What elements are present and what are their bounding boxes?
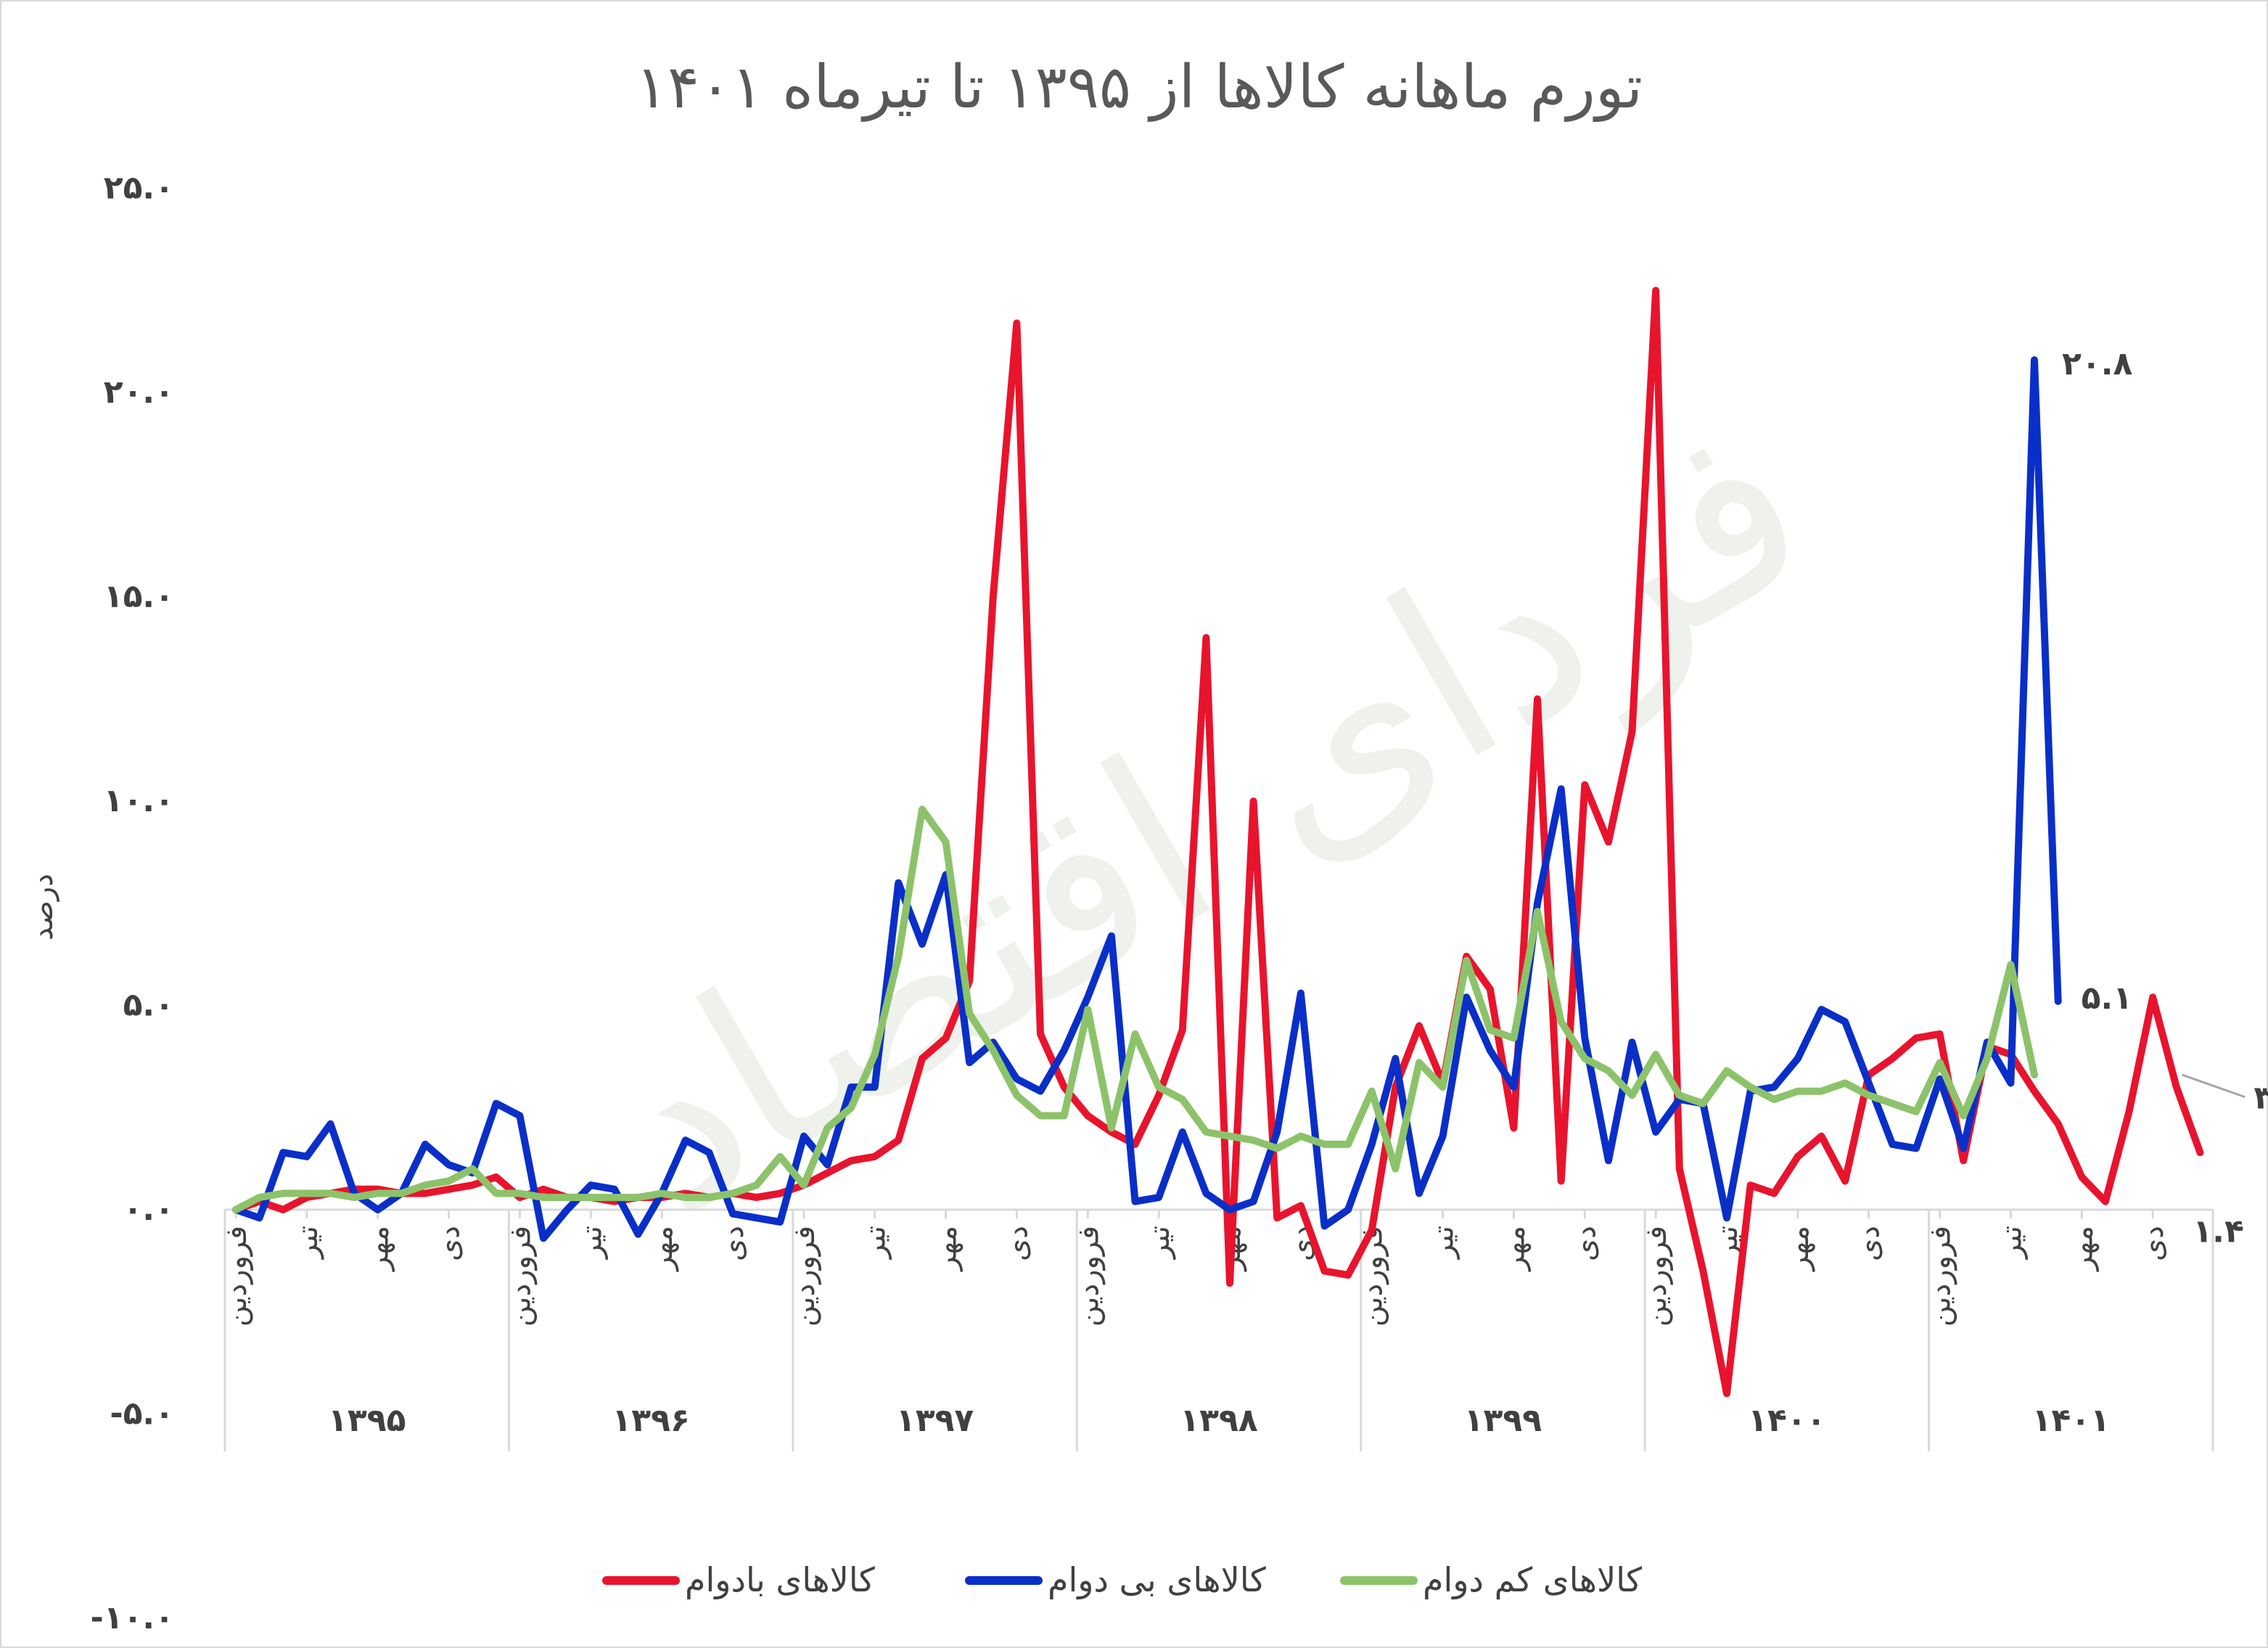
month-label: مهر — [1497, 1226, 1531, 1272]
x-axis: ۱۳۹۵ فروردین تیر مهر دی ۱۳۹۶ فروردین تیر مهر دی ۱۳… — [220, 1208, 2214, 1451]
month-label: دی — [433, 1226, 467, 1261]
series-line — [232, 805, 2038, 1213]
month-label: تیر — [1427, 1226, 1460, 1260]
legend-label: کالاهای بادوام — [685, 1560, 875, 1600]
year-label: ۱۳۹۷ — [896, 1402, 974, 1439]
year-label: ۱۳۹۸ — [1180, 1402, 1258, 1439]
end-labels: ۲۰.۸ ۵.۱ ۳.۳ ۱.۴ — [2062, 345, 2268, 1250]
month-label: فروردین — [1072, 1226, 1105, 1327]
y-tick-label: ۵.۰ — [123, 987, 174, 1024]
month-label: مهر — [930, 1226, 964, 1272]
month-label: مهر — [2066, 1226, 2099, 1272]
month-label: دی — [1569, 1226, 1602, 1261]
year-label: ۱۴۰۱ — [2032, 1402, 2110, 1439]
y-tick-label: -۵.۰ — [110, 1395, 174, 1432]
month-label: دی — [717, 1226, 750, 1261]
month-label: دی — [2137, 1226, 2170, 1261]
y-axis-ticks: ۲۵.۰ ۲۰.۰ ۱۵.۰ ۱۰.۰ ۵.۰ ۰.۰ -۵.۰ -۱۰.۰ — [90, 170, 174, 1637]
month-label: مهر — [362, 1226, 395, 1272]
month-label: فروردین — [1640, 1226, 1673, 1327]
leader-line — [2182, 1073, 2246, 1099]
legend-label: کالاهای بی دوام — [1048, 1560, 1266, 1600]
month-label: فروردین — [504, 1226, 537, 1327]
year-label: ۱۳۹۹ — [1464, 1402, 1542, 1439]
legend: کالاهای بادوام کالاهای بی دوام کالاهای کم … — [602, 1560, 1642, 1600]
month-label: تیر — [1143, 1226, 1176, 1260]
end-value-label: ۵.۱ — [2082, 980, 2132, 1017]
month-label: دی — [1853, 1226, 1886, 1261]
end-value-label: ۱.۴ — [2193, 1213, 2243, 1250]
y-tick-label: ۲۵.۰ — [104, 170, 174, 207]
month-label: تیر — [1994, 1226, 2028, 1260]
month-label: تیر — [1711, 1226, 1744, 1260]
chart-title: تورم ماهانه کالاها از ۱۳۹۵ تا تیرماه ۱۴۰… — [636, 53, 1643, 122]
year-label: ۱۴۰۰ — [1748, 1402, 1825, 1439]
end-value-label: ۳.۳ — [2253, 1080, 2268, 1117]
month-label: تیر — [575, 1226, 608, 1260]
month-label: دی — [1001, 1226, 1034, 1261]
month-label: تیر — [291, 1226, 324, 1260]
y-tick-label: -۱۰.۰ — [90, 1599, 174, 1636]
year-label: ۱۳۹۶ — [612, 1402, 689, 1439]
series-lines — [232, 287, 2204, 1398]
y-tick-label: ۰.۰ — [123, 1191, 174, 1228]
y-axis-title: درصد — [26, 874, 59, 940]
month-label: فروردین — [1924, 1226, 1957, 1327]
y-tick-label: ۲۰.۰ — [104, 374, 174, 411]
month-label: فروردین — [788, 1226, 821, 1327]
y-tick-label: ۱۵.۰ — [104, 578, 174, 615]
month-label: فروردین — [220, 1226, 253, 1327]
end-value-label: ۲۰.۸ — [2062, 345, 2132, 382]
month-label: تیر — [859, 1226, 892, 1260]
y-tick-label: ۱۰.۰ — [104, 782, 174, 819]
month-label: مهر — [646, 1226, 679, 1272]
month-label: مهر — [1782, 1226, 1815, 1272]
legend-label: کالاهای کم دوام — [1423, 1560, 1642, 1600]
year-label: ۱۳۹۵ — [328, 1402, 406, 1439]
month-label: فروردین — [1356, 1226, 1389, 1327]
